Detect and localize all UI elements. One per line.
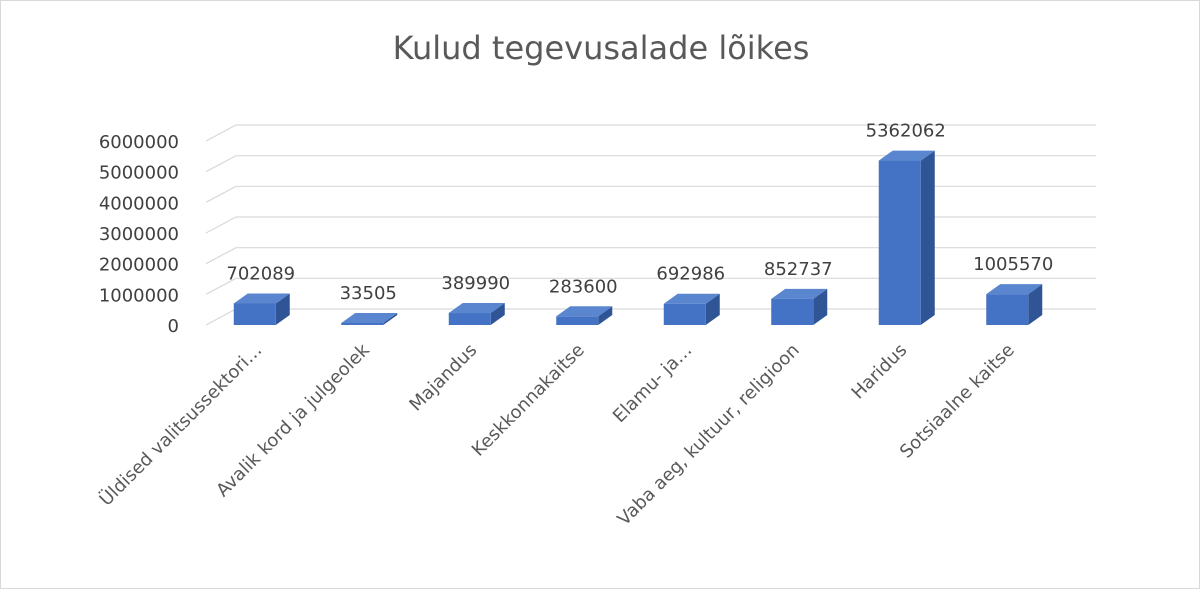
bar: [986, 284, 1043, 325]
gridline: [205, 124, 1096, 142]
bars: [233, 150, 1043, 325]
bar: [556, 306, 613, 325]
category-label: Vaba aeg, kultuur, religioon: [614, 340, 804, 530]
data-label: 692986: [656, 264, 725, 285]
gridline: [205, 277, 1096, 295]
bar: [878, 150, 935, 325]
bar-side: [705, 293, 720, 325]
bar: [448, 303, 505, 325]
y-tick-label: 4000000: [99, 193, 179, 214]
bar: [341, 313, 398, 325]
bar-front: [448, 313, 491, 325]
y-tick-label: 6000000: [99, 132, 179, 153]
gridline: [205, 155, 1096, 173]
bar-side: [275, 293, 290, 325]
bar-side: [813, 288, 828, 325]
bar-top: [771, 288, 828, 299]
data-label: 283600: [549, 276, 618, 297]
bar: [233, 293, 290, 325]
category-label: Sotsiaalne kaitse: [896, 340, 1019, 463]
data-label: 702089: [226, 263, 295, 284]
bar-side: [598, 306, 613, 325]
data-label: 852737: [764, 259, 833, 280]
bar-front: [663, 303, 706, 325]
bar-top: [341, 313, 398, 323]
y-tick-label: 2000000: [99, 255, 179, 276]
bar-side: [383, 313, 398, 325]
bar-front: [341, 323, 384, 325]
category-labels: Üldised valitsussektori…Avalik kord ja j…: [95, 339, 1019, 530]
data-labels: 702089 33505 389990 283600 692986 852737 53620…: [226, 121, 1053, 304]
bar-front: [771, 298, 814, 325]
bar-side: [1028, 284, 1043, 325]
bar-side: [490, 303, 505, 325]
data-label: 1005570: [973, 254, 1053, 275]
bar: [663, 293, 720, 325]
y-tick-label: 0: [168, 316, 179, 337]
bar: [771, 288, 828, 325]
y-tick-label: 1000000: [99, 285, 179, 306]
bar-top: [233, 293, 290, 304]
bar-front: [878, 160, 921, 325]
bar-front: [986, 294, 1029, 325]
category-label: Elamu- ja…: [609, 340, 696, 427]
bar-side: [920, 150, 935, 325]
category-label: Majandus: [405, 340, 481, 416]
category-label: Haridus: [848, 340, 912, 404]
data-label: 389990: [441, 273, 510, 294]
bar-top: [448, 303, 505, 314]
data-label: 5362062: [866, 121, 946, 142]
bar-front: [556, 316, 599, 325]
bar-top: [663, 293, 720, 304]
gridline: [205, 185, 1096, 203]
chart-title: Kulud tegevusalade lõikes: [392, 29, 810, 67]
bar-front: [233, 303, 276, 325]
y-axis-ticks: 0 1000000 2000000 3000000 4000000 5000000 6000…: [99, 132, 179, 337]
gridline: [205, 247, 1096, 265]
gridlines: [205, 124, 1096, 326]
bar-top: [878, 150, 935, 161]
category-label: Keskkonnakaitse: [468, 340, 589, 461]
bar-top: [556, 306, 613, 317]
data-label: 33505: [340, 283, 397, 304]
y-tick-label: 5000000: [99, 163, 179, 184]
y-tick-label: 3000000: [99, 224, 179, 245]
bar-top: [986, 284, 1043, 295]
gridline: [205, 308, 1096, 326]
gridline: [205, 216, 1096, 234]
